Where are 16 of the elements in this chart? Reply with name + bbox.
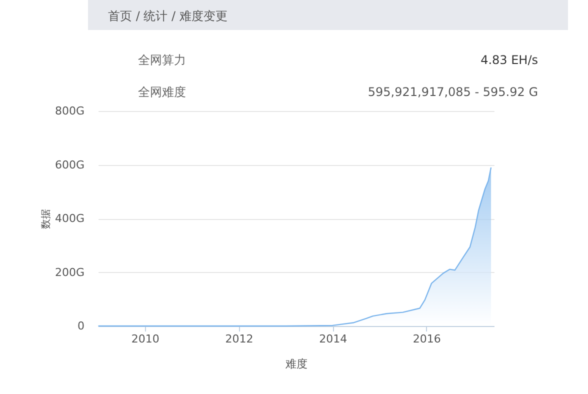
y-tick-label: 600G bbox=[54, 158, 84, 172]
y-tick-label: 200G bbox=[54, 266, 84, 279]
y-tick-label: 0 bbox=[78, 320, 84, 332]
x-tick-label: 2010 bbox=[131, 332, 160, 346]
text: 首页 / 统计 / 难度变更 bbox=[108, 9, 228, 23]
x-tick-label: 2016 bbox=[412, 332, 441, 346]
text: 全网算力 bbox=[138, 53, 186, 67]
y-tick-label: 400G bbox=[54, 212, 84, 225]
y-axis-title: 数据 bbox=[40, 209, 52, 229]
x-tick-label: 2014 bbox=[319, 332, 348, 346]
text: 595,921,917,085 - 595.92 G bbox=[368, 85, 538, 99]
x-axis-title: 难度 bbox=[286, 358, 308, 370]
text: 全网难度 bbox=[138, 85, 186, 99]
x-tick-label: 2012 bbox=[225, 332, 254, 346]
text: 4.83 EH/s bbox=[480, 53, 538, 67]
y-tick-label: 800G bbox=[54, 104, 84, 118]
